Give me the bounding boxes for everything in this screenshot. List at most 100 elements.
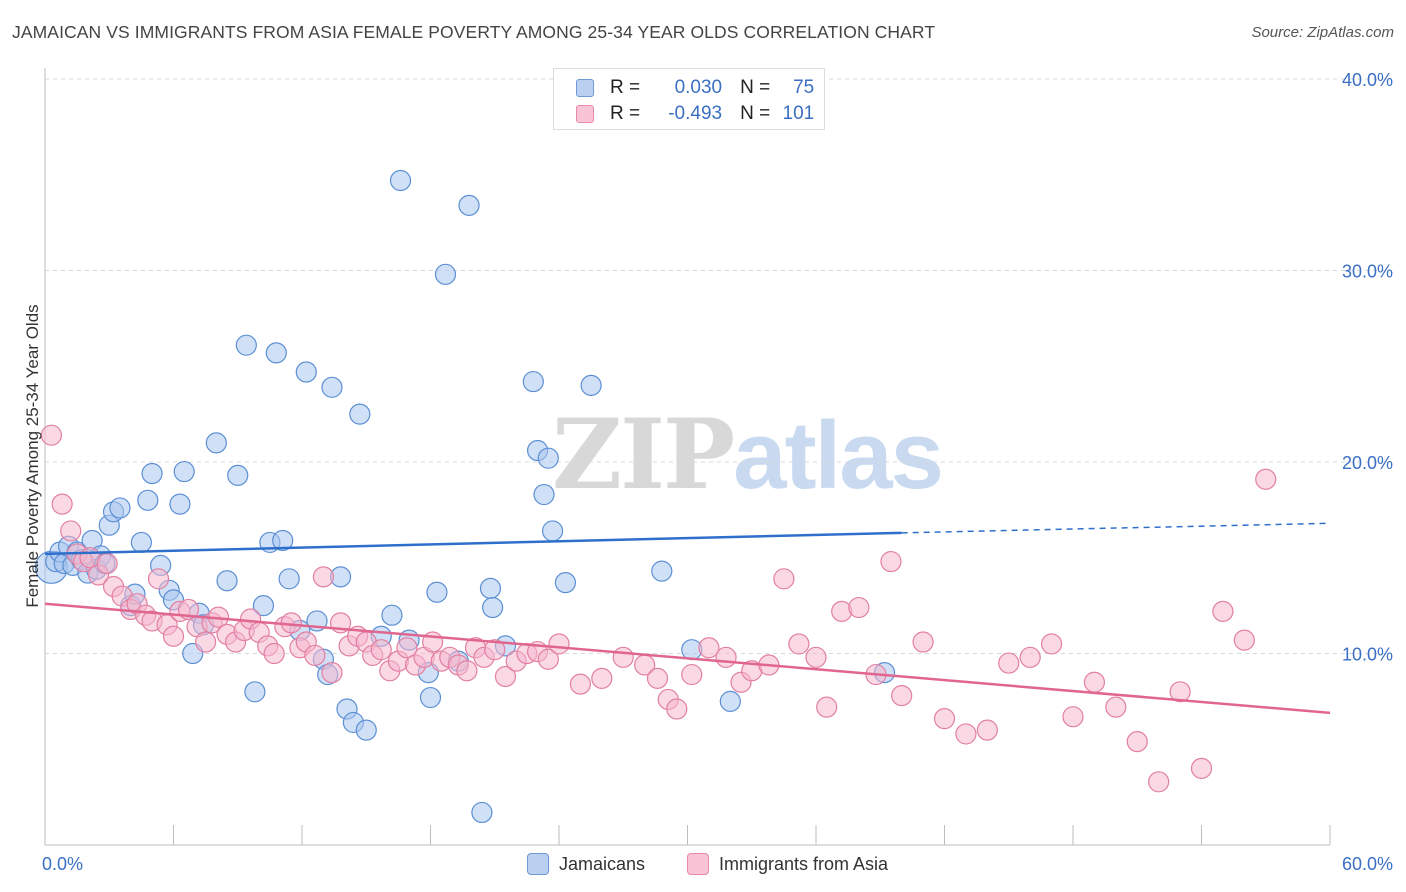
bottom-legend-swatch-asia — [687, 853, 709, 875]
correlation-legend: R = 0.030 N = 75 R = -0.493 N = 101 — [553, 68, 825, 130]
series-jamaicans — [34, 169, 896, 824]
series-immigrants-from-asia — [40, 424, 1277, 793]
bottom-legend-jamaicans: Jamaicans — [527, 851, 645, 877]
y-axis-label: Female Poverty Among 25-34 Year Olds — [23, 304, 42, 607]
y-tick-label: 40.0% — [1342, 70, 1393, 90]
x-tick-label: 0.0% — [42, 854, 83, 874]
asia-point — [1148, 771, 1170, 793]
asia-point — [456, 660, 478, 682]
jamaicans-point — [349, 403, 371, 425]
jamaicans-trend-extension — [901, 522, 1331, 534]
legend-swatch-jamaicans — [576, 79, 594, 97]
y-tick-label: 30.0% — [1342, 262, 1393, 282]
asia-point — [955, 723, 977, 745]
jamaicans-point — [278, 568, 300, 590]
jamaicans-point — [434, 263, 457, 285]
jamaicans-point — [265, 342, 287, 364]
asia-point — [96, 552, 118, 575]
bottom-legend-asia: Immigrants from Asia — [687, 851, 888, 877]
asia-point — [147, 568, 170, 590]
jamaicans-point — [130, 531, 152, 554]
jamaicans-point — [355, 719, 377, 741]
jamaicans-point — [244, 681, 266, 703]
asia-point — [773, 568, 795, 590]
legend-n-value: 75 — [793, 77, 815, 98]
asia-point — [998, 652, 1020, 674]
asia-point — [569, 673, 592, 695]
asia-point — [396, 637, 418, 659]
trend-lines — [44, 522, 1331, 715]
asia-point — [1255, 468, 1277, 490]
asia-point — [976, 719, 998, 741]
legend-swatch-asia — [576, 105, 594, 123]
asia-point — [816, 696, 838, 718]
asia-point — [40, 424, 63, 446]
legend-n-label: N = — [740, 77, 771, 98]
x-tick-label: 60.0% — [1342, 854, 1393, 874]
jamaicans-point — [482, 596, 504, 619]
jamaicans-point — [522, 370, 544, 393]
asia-point — [891, 685, 913, 707]
asia-point — [805, 646, 827, 668]
asia-point — [1105, 696, 1127, 718]
jamaicans-point — [426, 581, 448, 603]
asia-point — [612, 646, 634, 668]
asia-point — [715, 646, 737, 668]
asia-point — [880, 550, 902, 573]
jamaicans-trend-line — [44, 531, 902, 556]
jamaicans-point — [381, 604, 403, 626]
asia-point — [788, 633, 810, 655]
y-tick-label: 10.0% — [1342, 645, 1393, 665]
jamaicans-point — [580, 374, 602, 396]
jamaicans-point — [651, 560, 673, 582]
jamaicans-point — [419, 686, 442, 709]
jamaicans-point — [169, 493, 191, 515]
asia-point — [646, 667, 669, 689]
bottom-legend-label: Jamaicans — [559, 853, 646, 874]
jamaicans-point — [537, 447, 559, 469]
jamaicans-point — [719, 690, 741, 712]
jamaicans-point — [295, 361, 317, 383]
watermark-atlas: atlas — [733, 402, 944, 509]
jamaicans-point — [541, 520, 564, 542]
jamaicans-point — [173, 460, 195, 483]
axes — [44, 68, 1331, 846]
jamaicans-point — [471, 801, 493, 824]
asia-point — [1212, 600, 1234, 622]
asia-point — [304, 644, 326, 667]
asia-point — [666, 698, 688, 720]
asia-point — [1062, 706, 1084, 728]
asia-point — [681, 663, 703, 686]
jamaicans-point — [479, 577, 502, 599]
asia-point — [591, 667, 613, 689]
jamaicans-point — [227, 464, 249, 487]
jamaicans-point — [205, 432, 227, 454]
legend-n-label: N = — [740, 103, 771, 124]
legend-row-jamaicans: R = 0.030 N = 75 — [576, 76, 814, 100]
asia-point — [848, 596, 870, 619]
asia-point — [1019, 646, 1041, 668]
jamaicans-point — [141, 462, 163, 485]
bottom-legend-label: Immigrants from Asia — [719, 853, 889, 874]
jamaicans-point — [321, 376, 343, 398]
asia-point — [548, 633, 570, 655]
asia-point — [484, 639, 506, 661]
jamaicans-point — [235, 334, 257, 356]
gridlines — [45, 78, 1392, 654]
asia-point — [162, 625, 185, 647]
asia-point — [321, 662, 343, 684]
asia-point — [263, 642, 285, 665]
source-credit: Source: ZipAtlas.com — [1251, 24, 1394, 41]
y-tick-label: 20.0% — [1342, 453, 1393, 473]
asia-point — [1169, 681, 1191, 703]
legend-r-value: 0.030 — [674, 77, 723, 98]
watermark-zip: ZIP — [552, 398, 735, 511]
legend-n-value: 101 — [782, 103, 815, 124]
bottom-legend-swatch-jamaicans — [527, 853, 549, 875]
asia-point — [1040, 633, 1063, 655]
legend-r-label: R = — [610, 77, 641, 98]
chart-title: JAMAICAN VS IMMIGRANTS FROM ASIA FEMALE … — [12, 22, 936, 42]
jamaicans-point — [389, 169, 412, 192]
jamaicans-point — [272, 529, 294, 552]
